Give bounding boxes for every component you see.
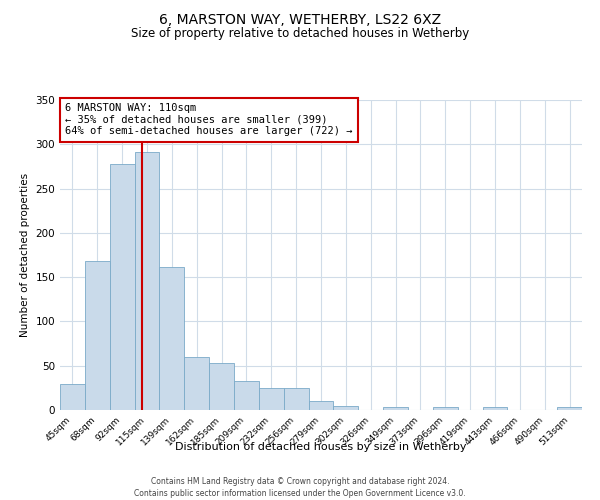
Text: Distribution of detached houses by size in Wetherby: Distribution of detached houses by size … bbox=[175, 442, 467, 452]
Bar bbox=[557, 408, 582, 410]
Bar bbox=[160, 268, 184, 410]
Bar bbox=[284, 388, 308, 410]
Text: Contains public sector information licensed under the Open Government Licence v3: Contains public sector information licen… bbox=[134, 489, 466, 498]
Text: Contains HM Land Registry data © Crown copyright and database right 2024.: Contains HM Land Registry data © Crown c… bbox=[151, 478, 449, 486]
Bar bbox=[60, 384, 85, 410]
Bar bbox=[308, 401, 334, 410]
Text: 6, MARSTON WAY, WETHERBY, LS22 6XZ: 6, MARSTON WAY, WETHERBY, LS22 6XZ bbox=[159, 12, 441, 26]
Bar bbox=[184, 357, 209, 410]
Bar bbox=[209, 363, 234, 410]
Bar bbox=[482, 408, 508, 410]
Bar bbox=[383, 408, 408, 410]
Text: Size of property relative to detached houses in Wetherby: Size of property relative to detached ho… bbox=[131, 28, 469, 40]
Bar bbox=[259, 388, 284, 410]
Bar bbox=[334, 406, 358, 410]
Bar bbox=[234, 381, 259, 410]
Bar bbox=[134, 152, 160, 410]
Bar bbox=[433, 408, 458, 410]
Y-axis label: Number of detached properties: Number of detached properties bbox=[20, 173, 30, 337]
Bar bbox=[85, 261, 110, 410]
Text: 6 MARSTON WAY: 110sqm
← 35% of detached houses are smaller (399)
64% of semi-det: 6 MARSTON WAY: 110sqm ← 35% of detached … bbox=[65, 103, 353, 136]
Bar bbox=[110, 164, 134, 410]
